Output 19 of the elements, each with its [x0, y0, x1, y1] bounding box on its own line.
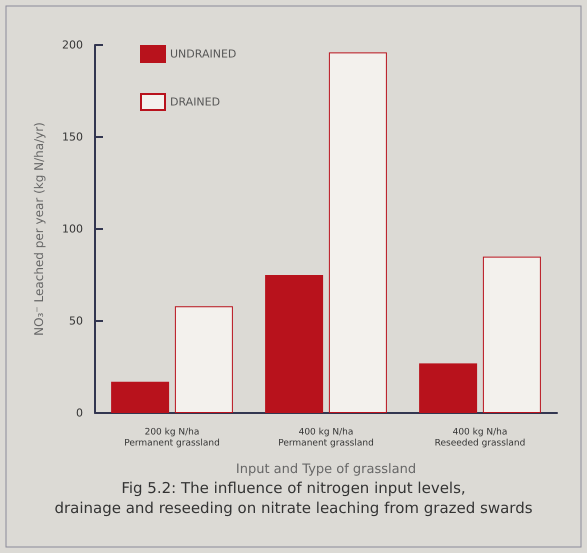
y-tick-label: 200 [62, 38, 83, 52]
bar [174, 306, 233, 413]
y-tick-label: 100 [62, 222, 83, 236]
y-tick-label: 50 [69, 314, 83, 328]
bar [111, 382, 170, 413]
y-tick-label: 0 [76, 406, 83, 420]
y-tick-label: 150 [62, 130, 83, 144]
bar [265, 275, 324, 413]
x-tick-label: 400 kg N/ha Reseeded grassland [434, 428, 526, 448]
bar [482, 256, 541, 413]
x-tick-label: 200 kg N/ha Permanent grassland [124, 428, 220, 448]
caption: Fig 5.2: The influence of nitrogen input levels, drainage and reseeding on nitrate leaching from grazed swards [54, 479, 533, 517]
x-axis-title: Input and Type of grassland [236, 462, 416, 477]
y-axis-title: NO₃⁻ Leached per year (kg N/ha/yr) [32, 122, 46, 336]
legend-label: DRAINED [170, 96, 220, 108]
x-tick-label: 400 kg N/ha Permanent grassland [278, 428, 374, 448]
bar [419, 363, 478, 413]
bar [328, 52, 387, 413]
legend-label: UNDRAINED [170, 48, 236, 60]
